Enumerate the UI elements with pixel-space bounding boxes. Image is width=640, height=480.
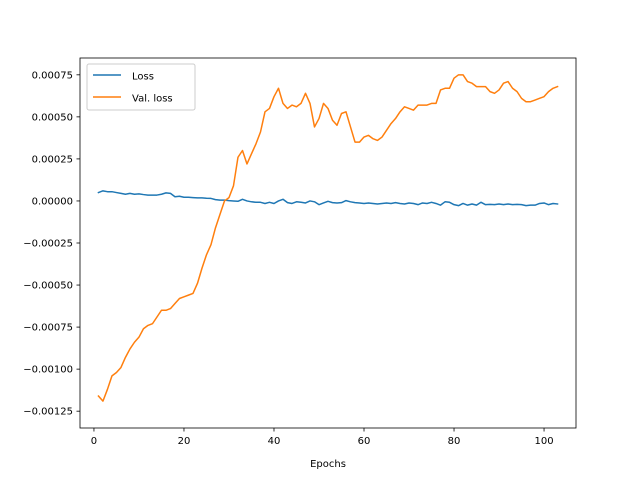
series-line-loss xyxy=(97,190,559,207)
y-tick-label: −0.00125 xyxy=(23,407,73,418)
y-tick-label: −0.00025 xyxy=(23,239,73,250)
y-tick-label: −0.00075 xyxy=(23,323,73,334)
x-tick-label: 60 xyxy=(358,436,371,447)
legend: Loss Val. loss xyxy=(86,63,196,111)
x-tick-label: 20 xyxy=(178,436,191,447)
y-axis-ticks: −0.00125 −0.00100 −0.00075 −0.00050 −0.00025… xyxy=(23,70,80,418)
x-tick-label: 100 xyxy=(534,436,553,447)
x-tick-label: 40 xyxy=(268,436,281,447)
x-tick-label: 0 xyxy=(91,436,97,447)
y-tick-label: −0.00050 xyxy=(23,281,73,292)
x-axis-ticks: 0 20 40 60 80 100 xyxy=(91,428,554,447)
x-tick-label: 80 xyxy=(448,436,461,447)
series-line-val-loss xyxy=(97,74,559,402)
x-axis-label: Epochs xyxy=(310,459,346,470)
y-tick-label: 0.00025 xyxy=(32,154,73,165)
legend-label-loss: Loss xyxy=(132,72,154,83)
y-tick-label: 0.00000 xyxy=(32,196,73,207)
y-tick-label: 0.00050 xyxy=(32,112,73,123)
y-tick-label: 0.00075 xyxy=(32,70,73,81)
y-tick-label: −0.00100 xyxy=(23,365,73,376)
legend-label-val-loss: Val. loss xyxy=(132,94,173,105)
